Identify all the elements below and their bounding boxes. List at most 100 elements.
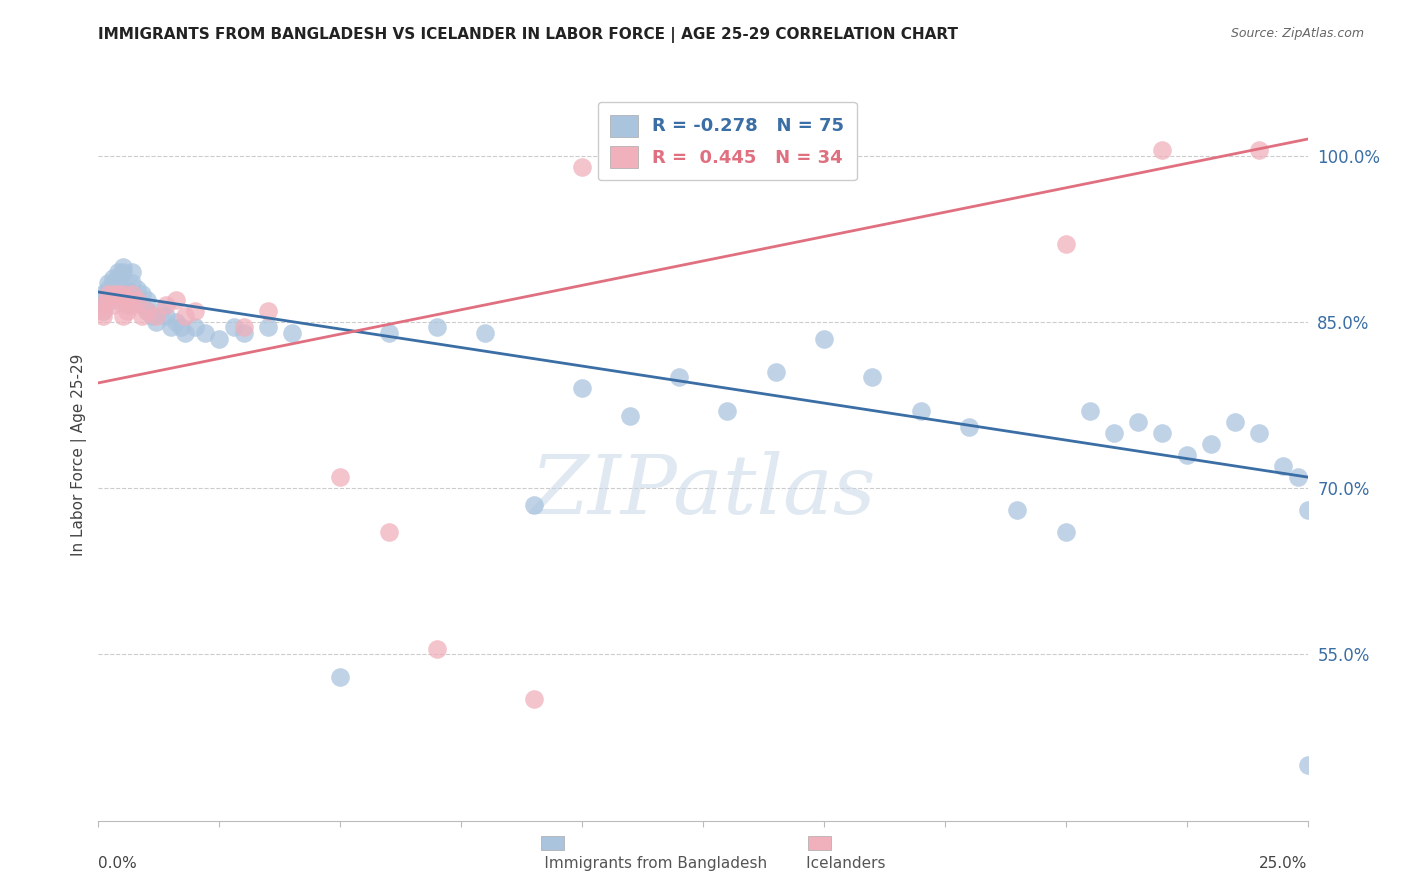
Point: [145, 310, 167, 324]
Point: [160, 320, 183, 334]
Point: [1152, 425, 1174, 440]
Point: [1175, 448, 1198, 462]
Point: [208, 332, 231, 346]
Point: [329, 470, 352, 484]
Point: [1272, 458, 1295, 473]
Point: [97, 276, 120, 290]
Text: IMMIGRANTS FROM BANGLADESH VS ICELANDER IN LABOR FORCE | AGE 25-29 CORRELATION C: IMMIGRANTS FROM BANGLADESH VS ICELANDER …: [98, 27, 959, 43]
Point: [174, 326, 197, 340]
Point: [107, 265, 129, 279]
Point: [377, 326, 399, 340]
Point: [107, 287, 129, 301]
Point: [111, 260, 134, 274]
Point: [101, 270, 124, 285]
Point: [1007, 503, 1029, 517]
Point: [135, 293, 157, 307]
Point: [155, 310, 177, 324]
Point: [91, 293, 114, 307]
Point: [860, 370, 883, 384]
Point: [1054, 237, 1077, 252]
Point: [571, 381, 593, 395]
Point: [426, 641, 449, 656]
Point: [135, 303, 157, 318]
Point: [184, 320, 207, 334]
Point: [121, 293, 143, 307]
Point: [1296, 503, 1319, 517]
Point: [571, 160, 593, 174]
Point: [256, 303, 278, 318]
Point: [127, 282, 149, 296]
Point: [150, 303, 173, 318]
Point: [1078, 403, 1101, 417]
Point: [194, 326, 217, 340]
Point: [107, 270, 129, 285]
Text: ZIPatlas: ZIPatlas: [530, 451, 876, 532]
Point: [184, 303, 207, 318]
Point: [1128, 415, 1150, 429]
Point: [97, 293, 120, 307]
Point: [107, 282, 129, 296]
Text: 25.0%: 25.0%: [1260, 856, 1308, 871]
Point: [377, 525, 399, 540]
Point: [91, 298, 114, 312]
Point: [91, 303, 114, 318]
Point: [91, 310, 114, 324]
Point: [117, 287, 139, 301]
Point: [910, 403, 932, 417]
Point: [107, 293, 129, 307]
Point: [127, 293, 149, 307]
Point: [97, 287, 120, 301]
Y-axis label: In Labor Force | Age 25-29: In Labor Force | Age 25-29: [72, 354, 87, 556]
Point: [91, 303, 114, 318]
Point: [256, 320, 278, 334]
Point: [101, 298, 124, 312]
Point: [111, 287, 134, 301]
Point: [232, 326, 254, 340]
Point: [101, 287, 124, 301]
Point: [765, 365, 787, 379]
Point: [957, 420, 980, 434]
Point: [121, 276, 143, 290]
Point: [97, 287, 120, 301]
Legend: R = -0.278   N = 75, R =  0.445   N = 34: R = -0.278 N = 75, R = 0.445 N = 34: [598, 102, 856, 180]
Point: [523, 498, 546, 512]
Point: [1199, 437, 1222, 451]
Point: [131, 310, 153, 324]
Point: [101, 293, 124, 307]
Point: [281, 326, 304, 340]
Point: [474, 326, 496, 340]
Point: [97, 293, 120, 307]
Point: [523, 691, 546, 706]
Point: [131, 287, 153, 301]
Point: [111, 265, 134, 279]
Point: [127, 293, 149, 307]
Point: [131, 298, 153, 312]
Text: 0.0%: 0.0%: [98, 856, 138, 871]
Point: [141, 310, 163, 324]
Point: [111, 282, 134, 296]
Point: [1296, 758, 1319, 772]
Point: [1102, 425, 1125, 440]
Point: [1054, 525, 1077, 540]
Point: [1249, 425, 1271, 440]
Point: [121, 298, 143, 312]
Point: [117, 293, 139, 307]
Point: [101, 282, 124, 296]
Point: [619, 409, 641, 424]
Point: [174, 310, 197, 324]
Point: [107, 276, 129, 290]
Point: [1249, 143, 1271, 157]
Point: [135, 303, 157, 318]
Point: [426, 320, 449, 334]
Point: [101, 287, 124, 301]
Point: [145, 315, 167, 329]
Point: [222, 320, 245, 334]
Point: [716, 403, 738, 417]
Point: [668, 370, 690, 384]
Point: [1223, 415, 1246, 429]
Point: [813, 332, 835, 346]
Point: [121, 287, 143, 301]
Point: [97, 282, 120, 296]
Point: [165, 293, 187, 307]
Text: Source: ZipAtlas.com: Source: ZipAtlas.com: [1230, 27, 1364, 40]
